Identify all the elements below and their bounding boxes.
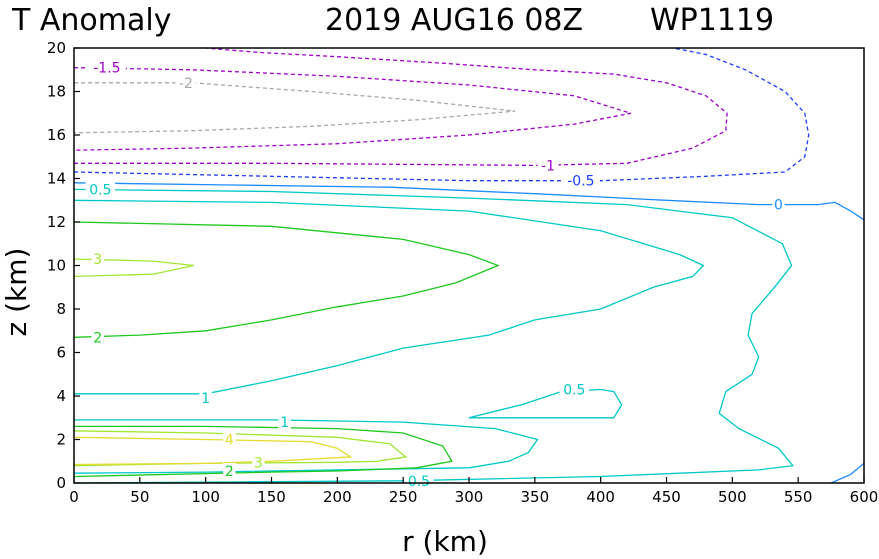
- contour-line: [73, 199, 705, 395]
- contour-label-background: [175, 74, 197, 91]
- contour-label: -1: [541, 158, 555, 174]
- x-tick-label: 600: [850, 488, 879, 506]
- contour-label-background: [223, 463, 236, 480]
- x-tick-label: 0: [69, 488, 79, 506]
- contour-label: 0.5: [563, 382, 585, 398]
- contour-label: 0.5: [408, 474, 430, 490]
- contour-label-background: [91, 250, 104, 267]
- contour-label-background: [561, 172, 600, 189]
- x-tick-label: 500: [718, 488, 747, 506]
- x-tick-label: 300: [455, 488, 484, 506]
- y-tick-label: 6: [56, 344, 66, 362]
- y-tick-label: 4: [56, 387, 66, 405]
- contour-label-background: [252, 454, 265, 471]
- contour-label-background: [91, 329, 104, 346]
- contour-label-background: [278, 414, 291, 431]
- contour-line: [73, 188, 795, 484]
- y-tick-label: 14: [47, 170, 66, 188]
- contour-line: [73, 425, 453, 478]
- y-tick-label: 12: [47, 213, 66, 231]
- contour-label-background: [199, 390, 212, 407]
- contour-label: -0.5: [567, 174, 594, 190]
- contour-line: [73, 221, 500, 338]
- contour-lines: [73, 47, 865, 484]
- contour-label-background: [772, 196, 785, 213]
- contour-label-background: [537, 157, 559, 174]
- contour-label: -1.5: [93, 61, 120, 77]
- contour-line: [468, 388, 623, 419]
- contour-line: [74, 47, 728, 167]
- y-tick-label: 18: [47, 83, 66, 101]
- y-axis-ticks: 0 2 4 6 8 10 12 14 16 18 20: [47, 39, 80, 492]
- title-field: T Anomaly: [11, 3, 171, 38]
- contour-label: 1: [201, 391, 210, 407]
- contour-line: [73, 419, 539, 474]
- contour-label: 2: [225, 464, 234, 480]
- x-tick-label: 450: [652, 488, 681, 506]
- contour-label: 3: [254, 455, 263, 471]
- contour-line: [73, 66, 632, 151]
- contour-line: [830, 462, 865, 484]
- x-axis-label: r (km): [402, 525, 488, 558]
- x-tick-label: 400: [586, 488, 615, 506]
- contour-label: 3: [93, 252, 102, 268]
- y-tick-label: 8: [56, 300, 66, 318]
- contour-label: 4: [225, 433, 234, 449]
- y-tick-label: 2: [56, 431, 66, 449]
- title-storm-id: WP1119: [650, 3, 774, 38]
- contour-labels: -2 -1.5 -1 -0.5 0 0.5 0.5 0.5 1 1 2 2 3 3 4: [85, 59, 785, 490]
- y-tick-label: 16: [47, 126, 66, 144]
- contour-line: [73, 258, 194, 278]
- contour-label: 0.5: [89, 182, 111, 198]
- x-tick-label: 50: [130, 488, 149, 506]
- contour-line: [73, 430, 408, 467]
- x-tick-label: 200: [323, 488, 352, 506]
- title-datetime: 2019 AUG16 08Z: [325, 3, 583, 38]
- x-tick-label: 250: [389, 488, 418, 506]
- contour-label: 2: [93, 330, 102, 346]
- x-tick-label: 150: [257, 488, 286, 506]
- contour-label-background: [559, 381, 590, 398]
- y-tick-label: 10: [47, 257, 66, 275]
- contour-label: 1: [280, 415, 289, 431]
- contour-line: [73, 82, 516, 134]
- x-tick-label: 350: [521, 488, 550, 506]
- x-tick-label: 100: [191, 488, 220, 506]
- contour-label-background: [85, 181, 116, 198]
- contour-label-background: [223, 431, 236, 448]
- contour-label: -2: [179, 76, 193, 92]
- x-axis-ticks: 0 50 100 150 200 250 300 350 400 450 500 550 600: [69, 477, 878, 506]
- contour-line: [73, 182, 865, 221]
- contour-label-background: [87, 59, 126, 76]
- contour-label-background: [404, 472, 434, 489]
- contour-line: [73, 47, 810, 182]
- contour-label: 0: [774, 198, 783, 214]
- y-tick-label: 0: [56, 474, 66, 492]
- y-axis-label: z (km): [0, 248, 33, 337]
- x-tick-label: 550: [784, 488, 813, 506]
- y-tick-label: 20: [47, 39, 66, 57]
